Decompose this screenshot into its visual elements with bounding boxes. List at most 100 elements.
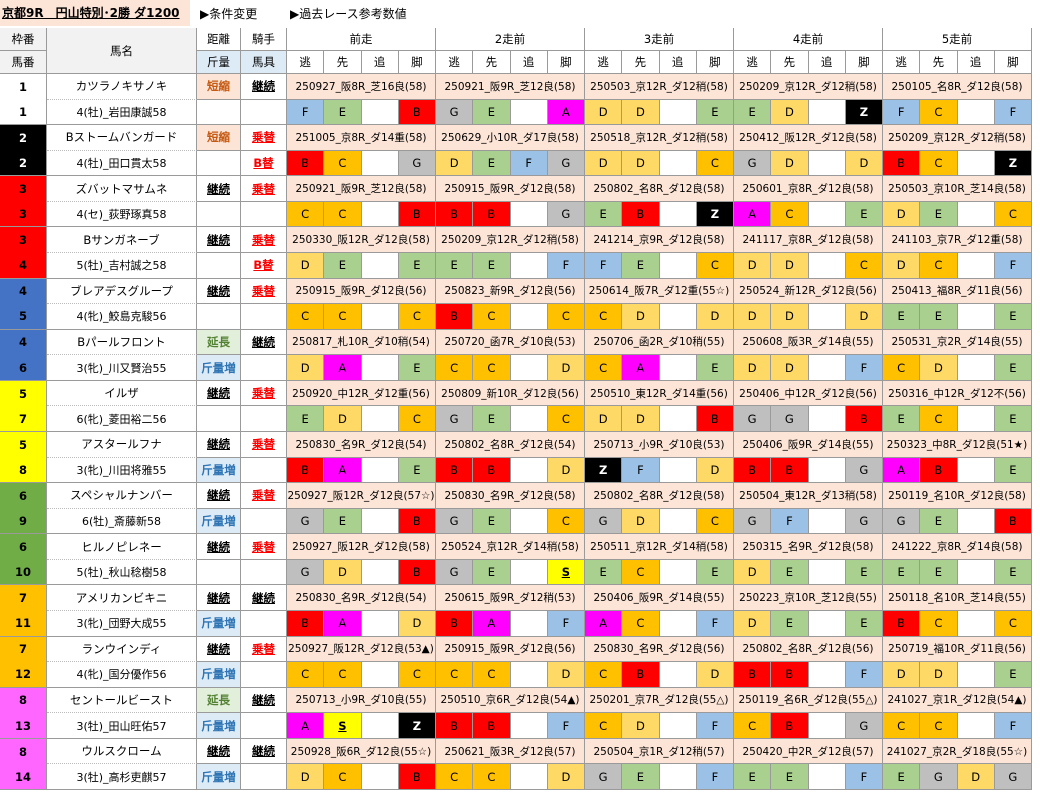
race-mark: [957, 150, 995, 177]
race-mark: Z: [994, 150, 1032, 177]
race-mark: [808, 457, 846, 484]
race-mark: F: [547, 713, 585, 739]
jockey-change: 乗替: [241, 380, 287, 407]
distance-change: 継続: [197, 636, 241, 663]
race-label: 250921_阪9R_芝12良(58): [436, 74, 585, 100]
jockey-change: 継続: [241, 329, 287, 356]
race-label: 250524_京12R_ダ14稍(58): [436, 534, 585, 560]
race-mark: B: [696, 406, 734, 432]
race-mark: C: [920, 99, 958, 126]
race-label: 250713_小9R_ダ10良(53): [585, 431, 734, 458]
race-label: 250315_名9R_ダ12良(58): [734, 534, 883, 560]
header-cell: 4走前: [734, 28, 883, 51]
distance-change: 延長: [197, 687, 241, 714]
race-mark: C: [585, 355, 623, 381]
header-cell: 3走前: [585, 28, 734, 51]
race-label: 250823_新9R_ダ12良(56): [436, 278, 585, 305]
race-mark: E: [585, 559, 623, 586]
race-label: 241027_京1R_ダ12良(54▲): [883, 687, 1032, 714]
race-mark: [510, 201, 548, 228]
race-label: 250316_中12R_ダ12不(56): [883, 380, 1032, 407]
race-mark: A: [324, 355, 362, 381]
race-mark: D: [622, 99, 660, 126]
link[interactable]: ▶過去レース参考数値: [290, 7, 407, 21]
race-mark: B: [734, 662, 772, 688]
race-mark: E: [920, 508, 958, 535]
header-cell: 追: [808, 51, 846, 74]
race-label: 250927_阪12R_ダ12良(57☆): [287, 483, 436, 509]
race-mark: [361, 304, 399, 330]
race-mark: D: [547, 662, 585, 688]
horse-number: 1: [0, 99, 47, 126]
race-mark: S: [547, 559, 585, 586]
race-mark: F: [547, 610, 585, 637]
gear-change: [241, 201, 287, 228]
race-mark: G: [436, 508, 474, 535]
horse-name: スペシャルナンバー: [47, 483, 197, 509]
horse-name: セントールビースト: [47, 687, 197, 714]
race-mark: E: [920, 559, 958, 586]
race-mark: E: [696, 99, 734, 126]
race-mark: B: [287, 610, 325, 637]
horse-number: 2: [0, 150, 47, 177]
race-mark: [957, 559, 995, 586]
race-mark: C: [324, 150, 362, 177]
race-mark: C: [920, 406, 958, 432]
gear-change: [241, 304, 287, 330]
waku: 5: [0, 431, 47, 458]
race-mark: B: [287, 457, 325, 484]
distance-change: 短縮: [197, 74, 241, 100]
race-label: 250927_阪8R_芝16良(58): [287, 74, 436, 100]
race-mark: F: [994, 252, 1032, 279]
jockey-change: 乗替: [241, 636, 287, 663]
race-label: 250119_名10R_ダ12良(58): [883, 483, 1032, 509]
race-mark: [659, 252, 697, 279]
jockey-change: 乗替: [241, 534, 287, 560]
race-mark: D: [622, 304, 660, 330]
race-mark: D: [883, 662, 921, 688]
waku: 3: [0, 227, 47, 253]
waku: 2: [0, 125, 47, 151]
race-label: 250119_名6R_ダ12良(55△): [734, 687, 883, 714]
horse-name: ウルスクローム: [47, 738, 197, 765]
link[interactable]: ▶条件変更: [200, 7, 258, 21]
horse-number: 3: [0, 201, 47, 228]
race-mark: B: [398, 99, 436, 126]
race-mark: [808, 559, 846, 586]
race-mark: [808, 150, 846, 177]
header-cell: 逃: [287, 51, 325, 74]
jockey-change: 継続: [241, 738, 287, 765]
race-mark: C: [994, 610, 1032, 637]
race-mark: E: [324, 99, 362, 126]
race-mark: F: [696, 610, 734, 637]
race-mark: A: [473, 610, 511, 637]
waku: 3: [0, 176, 47, 202]
race-mark: B: [734, 457, 772, 484]
waku: 4: [0, 329, 47, 356]
race-mark: G: [436, 99, 474, 126]
race-mark: C: [436, 355, 474, 381]
race-mark: F: [287, 99, 325, 126]
distance-change: 継続: [197, 585, 241, 611]
horse-info: 3(牝)_川又賢治55: [47, 355, 197, 381]
race-mark: [659, 150, 697, 177]
race-label: 250412_阪12R_ダ12良(58): [734, 125, 883, 151]
race-mark: [510, 406, 548, 432]
distance-change: 継続: [197, 431, 241, 458]
horse-name: ズバットマサムネ: [47, 176, 197, 202]
race-mark: G: [734, 150, 772, 177]
horse-number: 12: [0, 662, 47, 688]
header-cell: 脚: [994, 51, 1032, 74]
race-mark: C: [920, 713, 958, 739]
race-mark: [361, 764, 399, 790]
race-mark: [808, 99, 846, 126]
race-mark: C: [398, 662, 436, 688]
header-cell: 馬具: [241, 51, 287, 74]
race-label: 250921_阪9R_芝12良(58): [287, 176, 436, 202]
race-mark: B: [883, 610, 921, 637]
race-mark: G: [734, 508, 772, 535]
race-mark: D: [771, 150, 809, 177]
race-mark: B: [398, 559, 436, 586]
race-mark: D: [547, 764, 585, 790]
gear-change: [241, 457, 287, 484]
